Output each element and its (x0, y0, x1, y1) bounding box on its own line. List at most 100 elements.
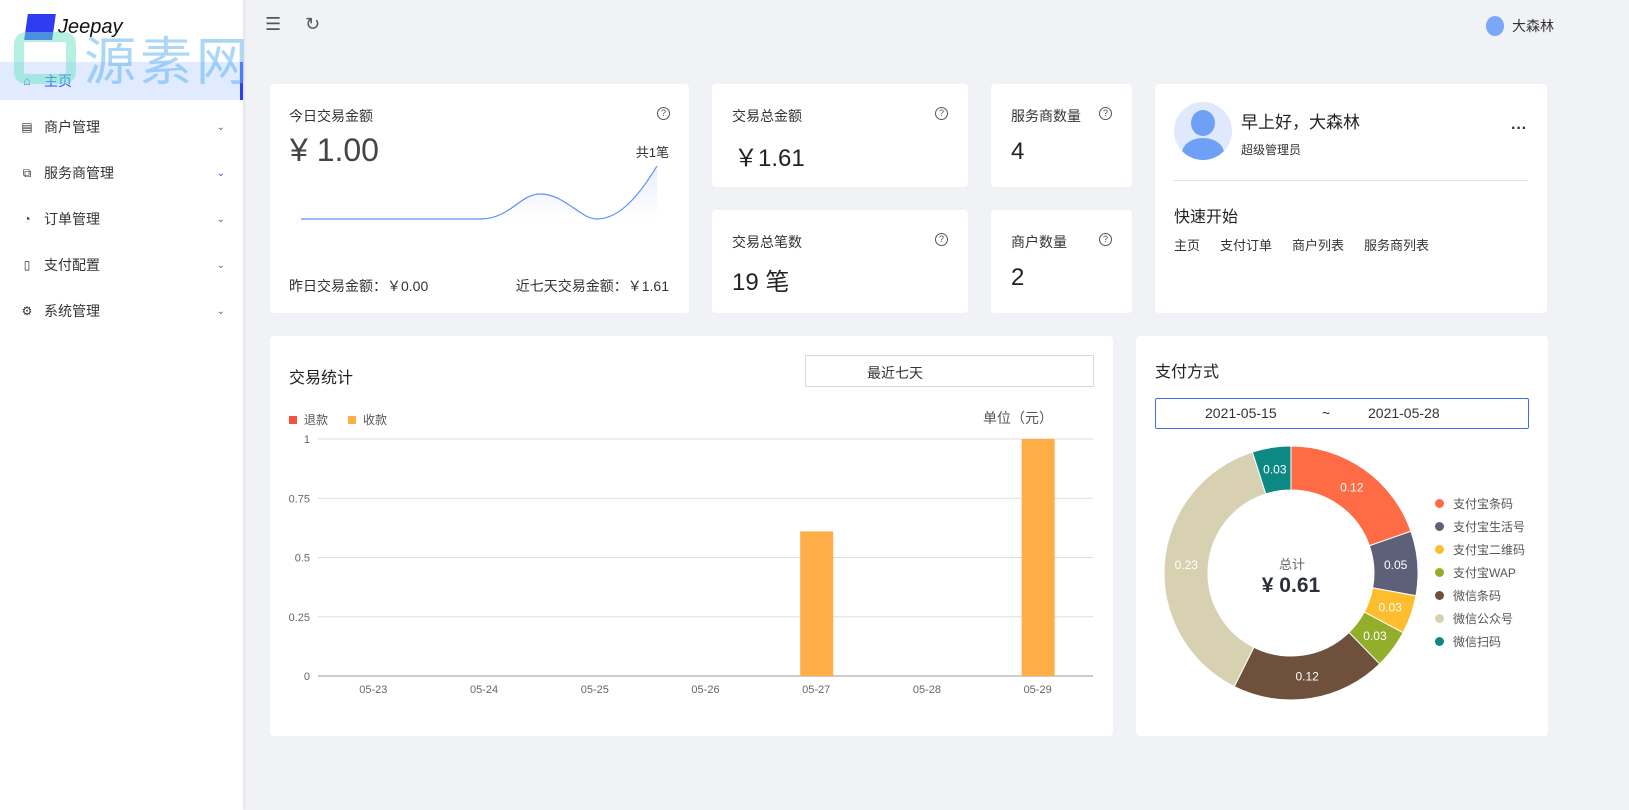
x-tick-label: 05-25 (581, 684, 609, 696)
week-amount: 近七天交易金额：￥1.61 (515, 278, 669, 294)
stat-value: 4 (1011, 138, 1025, 165)
today-card: 今日交易金额 ? ¥ 1.00 共1笔 昨日交易金额：￥0.00 近七天交易金额… (270, 84, 689, 313)
refresh-icon[interactable]: ↻ (305, 14, 321, 34)
quick-link-orders[interactable]: 支付订单 (1220, 238, 1273, 253)
y-tick-label: 0.5 (295, 553, 310, 565)
order-icon: ◔ (23, 212, 31, 226)
help-icon[interactable]: ? (657, 107, 670, 120)
profile-card: 早上好，大森林 超级管理员 ··· 快速开始 主页 支付订单 商户列表 服务商列… (1155, 84, 1547, 313)
sidebar-item-label: 商户管理 (44, 119, 100, 135)
pay-method-card: 支付方式 2021-05-15 ~ 2021-05-28 0.12 0.05 0.0… (1136, 336, 1548, 736)
legend-dot-icon (1435, 591, 1444, 600)
sidebar-item-home[interactable]: ⌂ 主页 (0, 62, 243, 100)
end-date[interactable]: 2021-05-28 (1368, 405, 1440, 421)
x-tick-label: 05-24 (470, 684, 498, 696)
slice-label: 0.03 (1363, 629, 1387, 643)
y-tick-label: 0.25 (289, 612, 310, 624)
legend-item[interactable]: 支付宝WAP (1435, 561, 1525, 584)
y-tick-label: 1 (304, 434, 310, 446)
sidebar-item-payconfig[interactable]: ▯ 支付配置 ⌄ (0, 246, 243, 284)
y-tick-label: 0 (304, 671, 310, 683)
sidebar-item-orders[interactable]: ◔ 订单管理 ⌄ (0, 200, 243, 238)
sidebar-item-providers[interactable]: ⧉ 服务商管理 ⌄ (0, 154, 243, 192)
shop-icon: ▤ (21, 120, 33, 134)
legend-label: 微信条码 (1453, 589, 1502, 603)
legend-label: 微信扫码 (1453, 635, 1502, 649)
sidebar-item-label: 服务商管理 (44, 165, 114, 181)
bar-income (800, 531, 834, 676)
legend-swatch (289, 416, 297, 424)
today-sparkline (301, 165, 658, 220)
menu-fold-icon[interactable]: ☰ (265, 14, 282, 34)
greeting: 早上好，大森林 (1241, 113, 1360, 132)
legend-item[interactable]: 微信条码 (1435, 584, 1525, 607)
legend-refund[interactable]: 退款 (289, 411, 328, 428)
x-tick-label: 05-26 (691, 684, 719, 696)
date-range-picker[interactable]: 2021-05-15 ~ 2021-05-28 (1155, 398, 1529, 429)
legend-dot-icon (1435, 637, 1444, 646)
total-value: ¥ 0.61 (1261, 574, 1321, 597)
sidebar-item-merchants[interactable]: ▤ 商户管理 ⌄ (0, 108, 243, 146)
sidebar-item-label: 系统管理 (44, 303, 100, 319)
unit-label: 单位（元） (983, 410, 1053, 426)
chevron-down-icon: ⌄ (216, 121, 225, 133)
profile-avatar (1174, 102, 1232, 160)
help-icon[interactable]: ? (1099, 233, 1112, 246)
today-title: 今日交易金额 (289, 108, 373, 124)
legend-item[interactable]: 微信公众号 (1435, 607, 1525, 630)
stat-title: 交易总金额 (732, 108, 802, 124)
donut-slice (1233, 631, 1381, 701)
legend-income[interactable]: 收款 (348, 411, 387, 428)
quick-link-home[interactable]: 主页 (1174, 238, 1201, 253)
trade-bar-chart: 0 0.25 0.5 0.75 1 05-23 05-24 05-25 05-26 05-27 05… (289, 434, 1093, 696)
help-icon[interactable]: ? (1099, 107, 1112, 120)
legend-label: 微信公众号 (1453, 612, 1514, 626)
topbar: ☰ ↻ 大森林 (243, 0, 1629, 52)
legend-label: 支付宝条码 (1453, 497, 1514, 511)
date-separator: ~ (1322, 405, 1331, 421)
legend-swatch (348, 416, 357, 424)
legend-item[interactable]: 支付宝二维码 (1435, 538, 1525, 561)
legend-dot-icon (1435, 499, 1444, 508)
legend-item[interactable]: 支付宝生活号 (1435, 515, 1525, 538)
legend-label: 支付宝生活号 (1453, 520, 1526, 534)
legend-item[interactable]: 支付宝条码 (1435, 492, 1525, 515)
role: 超级管理员 (1241, 143, 1302, 157)
x-tick-label: 05-29 (1024, 684, 1052, 696)
user-name: 大森林 (1512, 18, 1554, 34)
logo[interactable]: Jeepay (24, 14, 123, 40)
file-icon: ▯ (23, 258, 31, 272)
help-icon[interactable]: ? (935, 233, 948, 246)
total-label: 总计 (1278, 557, 1305, 572)
today-amount: ¥ 1.00 (290, 132, 379, 168)
quick-link-providers[interactable]: 服务商列表 (1364, 238, 1430, 253)
range-select[interactable]: 最近七天 (805, 355, 1094, 387)
start-date[interactable]: 2021-05-15 (1205, 405, 1277, 421)
help-icon[interactable]: ? (935, 107, 948, 120)
sidebar-item-label: 支付配置 (44, 257, 100, 273)
pay-donut-chart: 0.12 0.05 0.03 0.03 0.12 0.23 0.03 (1163, 445, 1419, 701)
donut-slice (1290, 445, 1412, 547)
more-icon[interactable]: ··· (1511, 120, 1527, 137)
pay-title: 支付方式 (1155, 364, 1220, 381)
quick-link-merchants[interactable]: 商户列表 (1292, 238, 1345, 253)
slice-label: 0.12 (1295, 670, 1319, 684)
legend-dot-icon (1435, 522, 1444, 531)
legend-label: 支付宝二维码 (1453, 543, 1526, 557)
sidebar: Jeepay ⌂ 主页 ▤ 商户管理 ⌄ ⧉ 服务商管理 ⌄ ◔ 订单管理 ⌄ ▯ 支付配置 ⌄ … (0, 0, 243, 810)
chevron-down-icon: ⌄ (216, 167, 225, 179)
legend-label: 支付宝WAP (1453, 566, 1516, 580)
chevron-down-icon: ⌄ (216, 213, 225, 225)
user-menu[interactable]: 大森林 (1486, 16, 1554, 36)
stat-card-merchants: 商户数量 ? 2 (991, 210, 1132, 313)
slice-label: 0.05 (1384, 558, 1408, 572)
trade-title: 交易统计 (289, 370, 354, 387)
sidebar-item-system[interactable]: ⚙ 系统管理 ⌄ (0, 292, 243, 330)
legend-dot-icon (1435, 614, 1444, 623)
gear-icon: ⚙ (21, 304, 33, 318)
stat-value: 19 笔 (732, 269, 790, 296)
stat-title: 商户数量 (1011, 234, 1067, 250)
legend-dot-icon (1435, 545, 1444, 554)
slice-label: 0.12 (1340, 480, 1364, 494)
legend-item[interactable]: 微信扫码 (1435, 630, 1525, 653)
